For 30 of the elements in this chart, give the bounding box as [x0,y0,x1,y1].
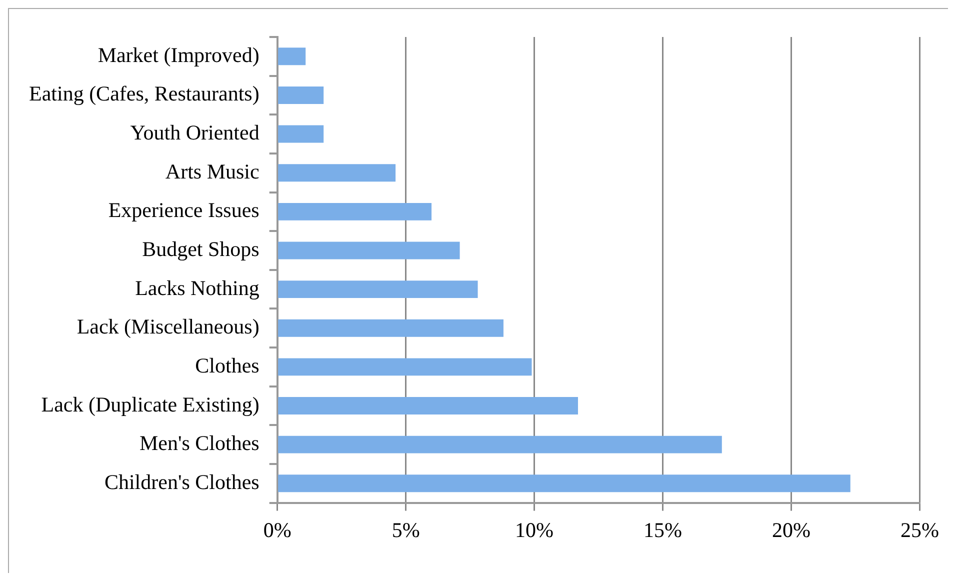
y-tick-label: Experience Issues [108,198,260,222]
x-tick-label: 20% [772,518,811,542]
y-tick-label: Youth Oriented [130,120,260,145]
y-tick-label: Eating (Cafes, Restaurants) [29,82,260,106]
bar [278,202,432,220]
bar [278,436,722,454]
bar [278,86,324,104]
x-tick-label: 25% [900,518,940,542]
bar [278,358,532,376]
y-tick-label: Lack (Miscellaneous) [76,314,260,339]
y-tick-label: Market (Improved) [98,42,260,67]
bar [278,280,478,298]
x-tick-label: 15% [644,518,682,542]
y-tick-label: Children's Clothes [104,470,260,494]
x-tick-label: 5% [392,518,420,542]
bar [278,125,324,143]
bar [278,242,460,260]
y-tick-label: Lack (Duplicate Existing) [41,392,260,416]
bar [278,164,396,182]
bar [278,474,850,492]
y-tick-label: Lacks Nothing [135,276,260,300]
x-tick-label: 0% [263,518,292,542]
y-tick-label: Men's Clothes [139,431,260,456]
y-tick-label: Budget Shops [142,237,260,262]
x-tick-label: 10% [515,518,554,542]
bar [278,319,504,337]
bar [278,48,306,66]
bar [278,397,578,414]
y-tick-label: Arts Music [165,159,260,184]
y-tick-label: Clothes [195,353,260,378]
